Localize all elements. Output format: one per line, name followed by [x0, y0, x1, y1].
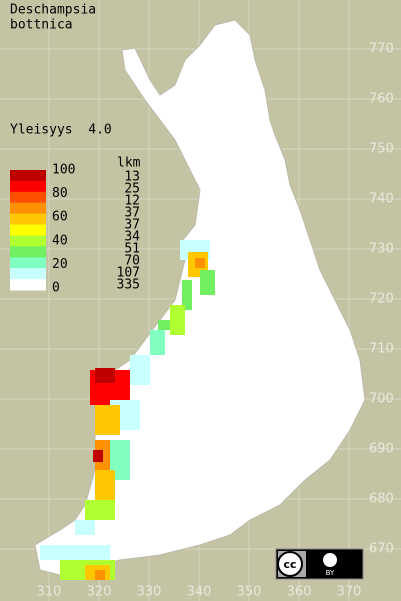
legend-scale-label: 40 [52, 233, 68, 248]
legend-count: 37 [124, 206, 140, 221]
legend-swatch [10, 213, 46, 226]
legend-scale-label: 80 [52, 186, 68, 201]
legend-swatch [10, 224, 46, 236]
y-axis-label: 760 [369, 92, 394, 107]
legend-scale-label: 60 [52, 210, 68, 225]
y-axis-label: 700 [369, 392, 394, 407]
title-line: Deschampsia [10, 3, 96, 18]
y-axis-label: 730 [369, 242, 394, 257]
occurrence-cells [40, 240, 215, 580]
legend-count: 37 [124, 218, 140, 233]
badge-cc: cc [283, 558, 296, 571]
frequency: Yleisyys 4.0 [10, 123, 112, 138]
x-axis-label: 330 [137, 585, 162, 600]
legend-swatch [10, 246, 46, 258]
y-axis-label: 690 [369, 442, 394, 457]
legend-swatch [10, 191, 46, 204]
legend-header: lkm [117, 156, 141, 171]
y-axis-label: 740 [369, 192, 394, 207]
x-axis-label: 370 [337, 585, 362, 600]
license-badge: cc BY [275, 548, 364, 580]
title-line: bottnica [10, 18, 73, 33]
legend-swatch [10, 180, 46, 193]
y-axis-label: 770 [369, 42, 394, 57]
legend-scale-label: 100 [52, 163, 75, 178]
y-axis-label: 750 [369, 142, 394, 157]
legend-scale-label: 0 [52, 281, 60, 296]
legend-count: 34 [124, 230, 140, 245]
legend-swatch [10, 257, 46, 269]
x-axis-label: 360 [287, 585, 312, 600]
legend-count: 335 [117, 278, 140, 293]
x-axis-label: 340 [187, 585, 212, 600]
legend-count: 13 [124, 170, 140, 185]
legend-swatch [10, 202, 46, 215]
legend-swatch [10, 170, 46, 182]
x-axis-label: 320 [87, 585, 112, 600]
y-axis-label: 710 [369, 342, 394, 357]
y-axis-label: 670 [369, 542, 394, 557]
x-axis-label: 310 [37, 585, 62, 600]
y-axis-label: 680 [369, 492, 394, 507]
legend-count: 70 [124, 254, 140, 269]
legend-swatch [10, 279, 46, 291]
x-axis-label: 350 [237, 585, 262, 600]
badge-by: BY [326, 569, 335, 577]
legend-count: 25 [124, 182, 140, 197]
legend-swatch [10, 235, 46, 247]
y-axis-label: 720 [369, 292, 394, 307]
legend-swatch [10, 268, 46, 280]
legend-count: 51 [124, 242, 140, 257]
legend-count: 12 [124, 194, 140, 209]
legend-scale-label: 20 [52, 257, 68, 272]
country-outline [34, 19, 366, 576]
legend-count: 107 [117, 266, 140, 281]
